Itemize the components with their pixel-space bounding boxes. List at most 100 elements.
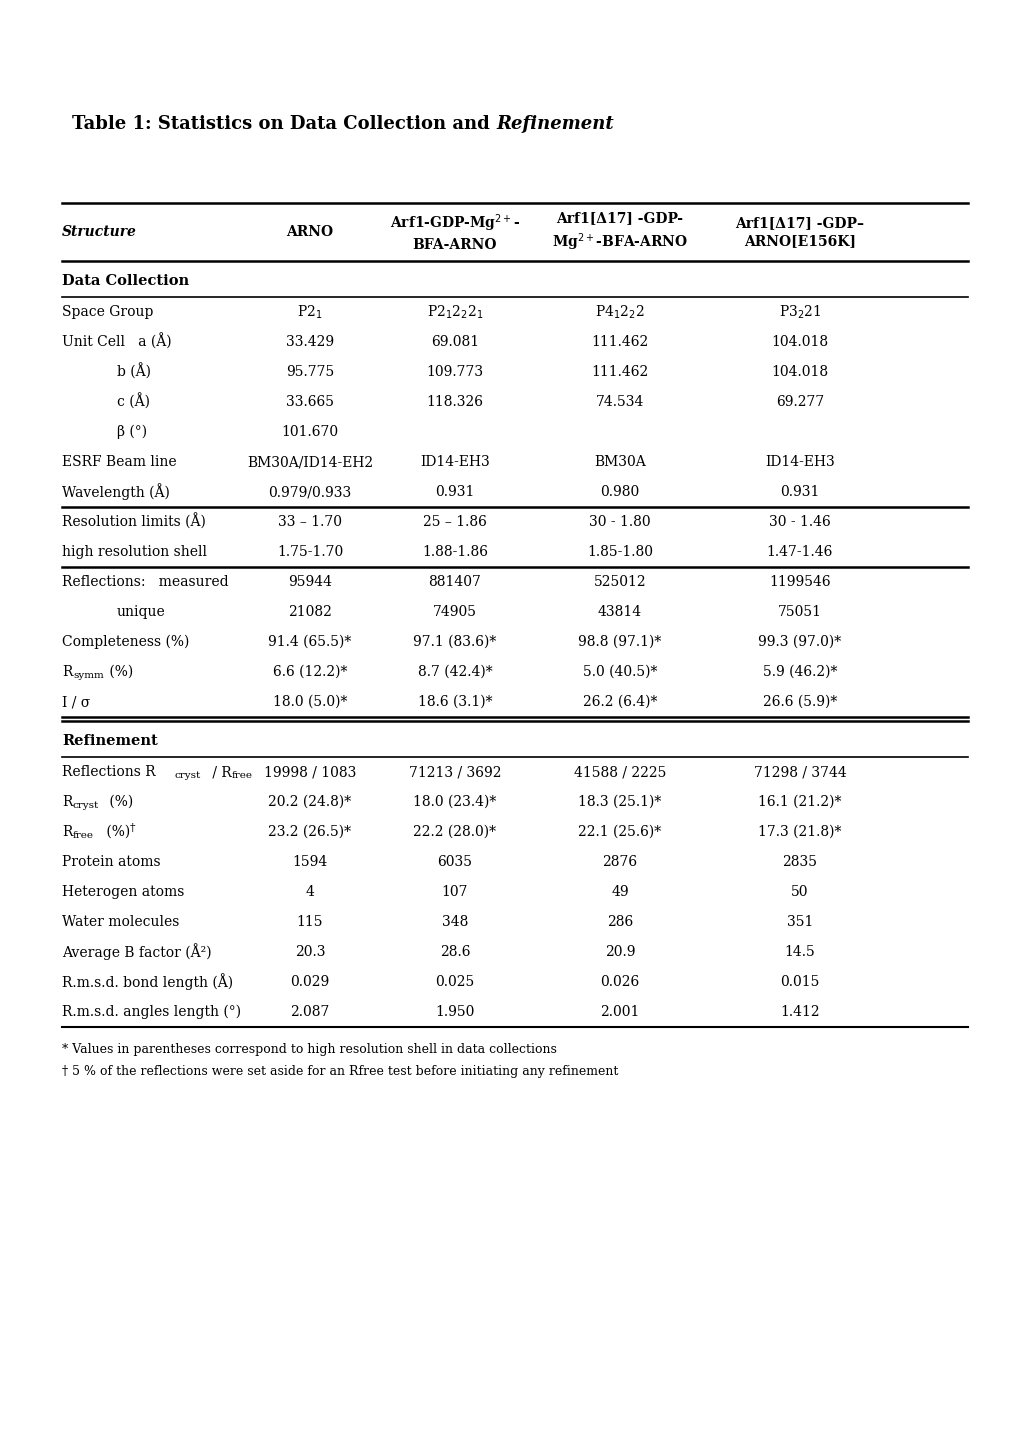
Text: 0.931: 0.931 bbox=[780, 485, 819, 499]
Text: 97.1 (83.6)*: 97.1 (83.6)* bbox=[413, 635, 496, 649]
Text: 1.950: 1.950 bbox=[435, 1004, 474, 1019]
Text: ID14-EH3: ID14-EH3 bbox=[764, 455, 835, 469]
Text: (%): (%) bbox=[102, 825, 130, 838]
Text: 18.0 (5.0)*: 18.0 (5.0)* bbox=[272, 696, 346, 709]
Text: free: free bbox=[231, 771, 253, 781]
Text: 28.6: 28.6 bbox=[439, 945, 470, 960]
Text: I / σ: I / σ bbox=[62, 696, 90, 709]
Text: 98.8 (97.1)*: 98.8 (97.1)* bbox=[578, 635, 661, 649]
Text: 99.3 (97.0)*: 99.3 (97.0)* bbox=[758, 635, 841, 649]
Text: 95944: 95944 bbox=[287, 574, 331, 589]
Text: 101.670: 101.670 bbox=[281, 426, 338, 439]
Text: Structure: Structure bbox=[62, 225, 137, 240]
Text: 17.3 (21.8)*: 17.3 (21.8)* bbox=[757, 825, 841, 838]
Text: high resolution shell: high resolution shell bbox=[62, 545, 207, 558]
Text: 0.015: 0.015 bbox=[780, 975, 819, 988]
Text: β (°): β (°) bbox=[117, 424, 147, 439]
Text: 111.462: 111.462 bbox=[591, 335, 648, 349]
Text: Data Collection: Data Collection bbox=[62, 274, 189, 289]
Text: 1.75-1.70: 1.75-1.70 bbox=[276, 545, 342, 558]
Text: 0.026: 0.026 bbox=[600, 975, 639, 988]
Text: 5.0 (40.5)*: 5.0 (40.5)* bbox=[582, 665, 656, 680]
Text: Resolution limits (Å): Resolution limits (Å) bbox=[62, 514, 206, 530]
Text: 1199546: 1199546 bbox=[768, 574, 830, 589]
Text: 74.534: 74.534 bbox=[595, 395, 644, 408]
Text: (%): (%) bbox=[105, 665, 133, 680]
Text: †: † bbox=[129, 823, 136, 833]
Text: 6035: 6035 bbox=[437, 856, 472, 869]
Text: symm: symm bbox=[73, 671, 104, 680]
Text: Reflections:   measured: Reflections: measured bbox=[62, 574, 228, 589]
Text: 74905: 74905 bbox=[433, 605, 477, 619]
Text: 118.326: 118.326 bbox=[426, 395, 483, 408]
Text: 33 – 1.70: 33 – 1.70 bbox=[278, 515, 341, 530]
Text: ESRF Beam line: ESRF Beam line bbox=[62, 455, 176, 469]
Text: unique: unique bbox=[117, 605, 166, 619]
Text: Heterogen atoms: Heterogen atoms bbox=[62, 885, 184, 899]
Text: 25 – 1.86: 25 – 1.86 bbox=[423, 515, 486, 530]
Text: 2876: 2876 bbox=[602, 856, 637, 869]
Text: 23.2 (26.5)*: 23.2 (26.5)* bbox=[268, 825, 352, 838]
Text: 26.2 (6.4)*: 26.2 (6.4)* bbox=[582, 696, 656, 709]
Text: 881407: 881407 bbox=[428, 574, 481, 589]
Text: 18.3 (25.1)*: 18.3 (25.1)* bbox=[578, 795, 661, 810]
Text: 91.4 (65.5)*: 91.4 (65.5)* bbox=[268, 635, 352, 649]
Text: 26.6 (5.9)*: 26.6 (5.9)* bbox=[762, 696, 837, 709]
Text: / R: / R bbox=[208, 765, 231, 779]
Text: 1.85-1.80: 1.85-1.80 bbox=[586, 545, 652, 558]
Text: 0.980: 0.980 bbox=[600, 485, 639, 499]
Text: 0.029: 0.029 bbox=[290, 975, 329, 988]
Text: b (Å): b (Å) bbox=[117, 364, 151, 380]
Text: 286: 286 bbox=[606, 915, 633, 929]
Text: R.m.s.d. bond length (Å): R.m.s.d. bond length (Å) bbox=[62, 974, 233, 990]
Text: 19998 / 1083: 19998 / 1083 bbox=[264, 765, 356, 779]
Text: Wavelength (Å): Wavelength (Å) bbox=[62, 483, 170, 501]
Text: 95.775: 95.775 bbox=[285, 365, 334, 380]
Text: Water molecules: Water molecules bbox=[62, 915, 179, 929]
Text: 18.0 (23.4)*: 18.0 (23.4)* bbox=[413, 795, 496, 810]
Text: ID14-EH3: ID14-EH3 bbox=[420, 455, 489, 469]
Text: 0.979/0.933: 0.979/0.933 bbox=[268, 485, 352, 499]
Text: cryst: cryst bbox=[175, 771, 201, 781]
Text: 50: 50 bbox=[791, 885, 808, 899]
Text: Refinement: Refinement bbox=[62, 734, 158, 747]
Text: R.m.s.d. angles length (°): R.m.s.d. angles length (°) bbox=[62, 1004, 240, 1019]
Text: 1.47-1.46: 1.47-1.46 bbox=[766, 545, 833, 558]
Text: Table 1: Statistics on Data Collection and: Table 1: Statistics on Data Collection a… bbox=[72, 115, 495, 133]
Text: Reflections R: Reflections R bbox=[62, 765, 156, 779]
Text: c (Å): c (Å) bbox=[117, 394, 150, 410]
Text: 1.412: 1.412 bbox=[780, 1004, 819, 1019]
Text: 2.087: 2.087 bbox=[290, 1004, 329, 1019]
Text: 30 - 1.46: 30 - 1.46 bbox=[768, 515, 830, 530]
Text: BM30A: BM30A bbox=[593, 455, 645, 469]
Text: P3$_2$21: P3$_2$21 bbox=[777, 303, 820, 320]
Text: 71298 / 3744: 71298 / 3744 bbox=[753, 765, 846, 779]
Text: 0.025: 0.025 bbox=[435, 975, 474, 988]
Text: BM30A/ID14-EH2: BM30A/ID14-EH2 bbox=[247, 455, 373, 469]
Text: 1594: 1594 bbox=[292, 856, 327, 869]
Text: 22.1 (25.6)*: 22.1 (25.6)* bbox=[578, 825, 661, 838]
Text: cryst: cryst bbox=[73, 801, 99, 810]
Text: 20.3: 20.3 bbox=[294, 945, 325, 960]
Text: Completeness (%): Completeness (%) bbox=[62, 635, 190, 649]
Text: free: free bbox=[73, 831, 94, 840]
Text: P2$_1$: P2$_1$ bbox=[297, 303, 322, 320]
Text: 69.277: 69.277 bbox=[775, 395, 823, 408]
Text: 33.429: 33.429 bbox=[285, 335, 334, 349]
Text: (%): (%) bbox=[105, 795, 133, 810]
Text: 4: 4 bbox=[306, 885, 314, 899]
Text: * Values in parentheses correspond to high resolution shell in data collections: * Values in parentheses correspond to hi… bbox=[62, 1043, 556, 1056]
Text: R: R bbox=[62, 665, 72, 680]
Text: 69.081: 69.081 bbox=[430, 335, 479, 349]
Text: Protein atoms: Protein atoms bbox=[62, 856, 160, 869]
Text: 104.018: 104.018 bbox=[770, 335, 827, 349]
Text: Average B factor (Å²): Average B factor (Å²) bbox=[62, 944, 211, 961]
Text: R: R bbox=[62, 825, 72, 838]
Text: Arf1-GDP-Mg$^{2+}$-
BFA-ARNO: Arf1-GDP-Mg$^{2+}$- BFA-ARNO bbox=[389, 212, 520, 253]
Text: 6.6 (12.2)*: 6.6 (12.2)* bbox=[272, 665, 346, 680]
Text: 2835: 2835 bbox=[782, 856, 816, 869]
Text: 21082: 21082 bbox=[287, 605, 331, 619]
Text: Refinement: Refinement bbox=[495, 115, 613, 133]
Text: 18.6 (3.1)*: 18.6 (3.1)* bbox=[418, 696, 492, 709]
Text: 0.931: 0.931 bbox=[435, 485, 474, 499]
